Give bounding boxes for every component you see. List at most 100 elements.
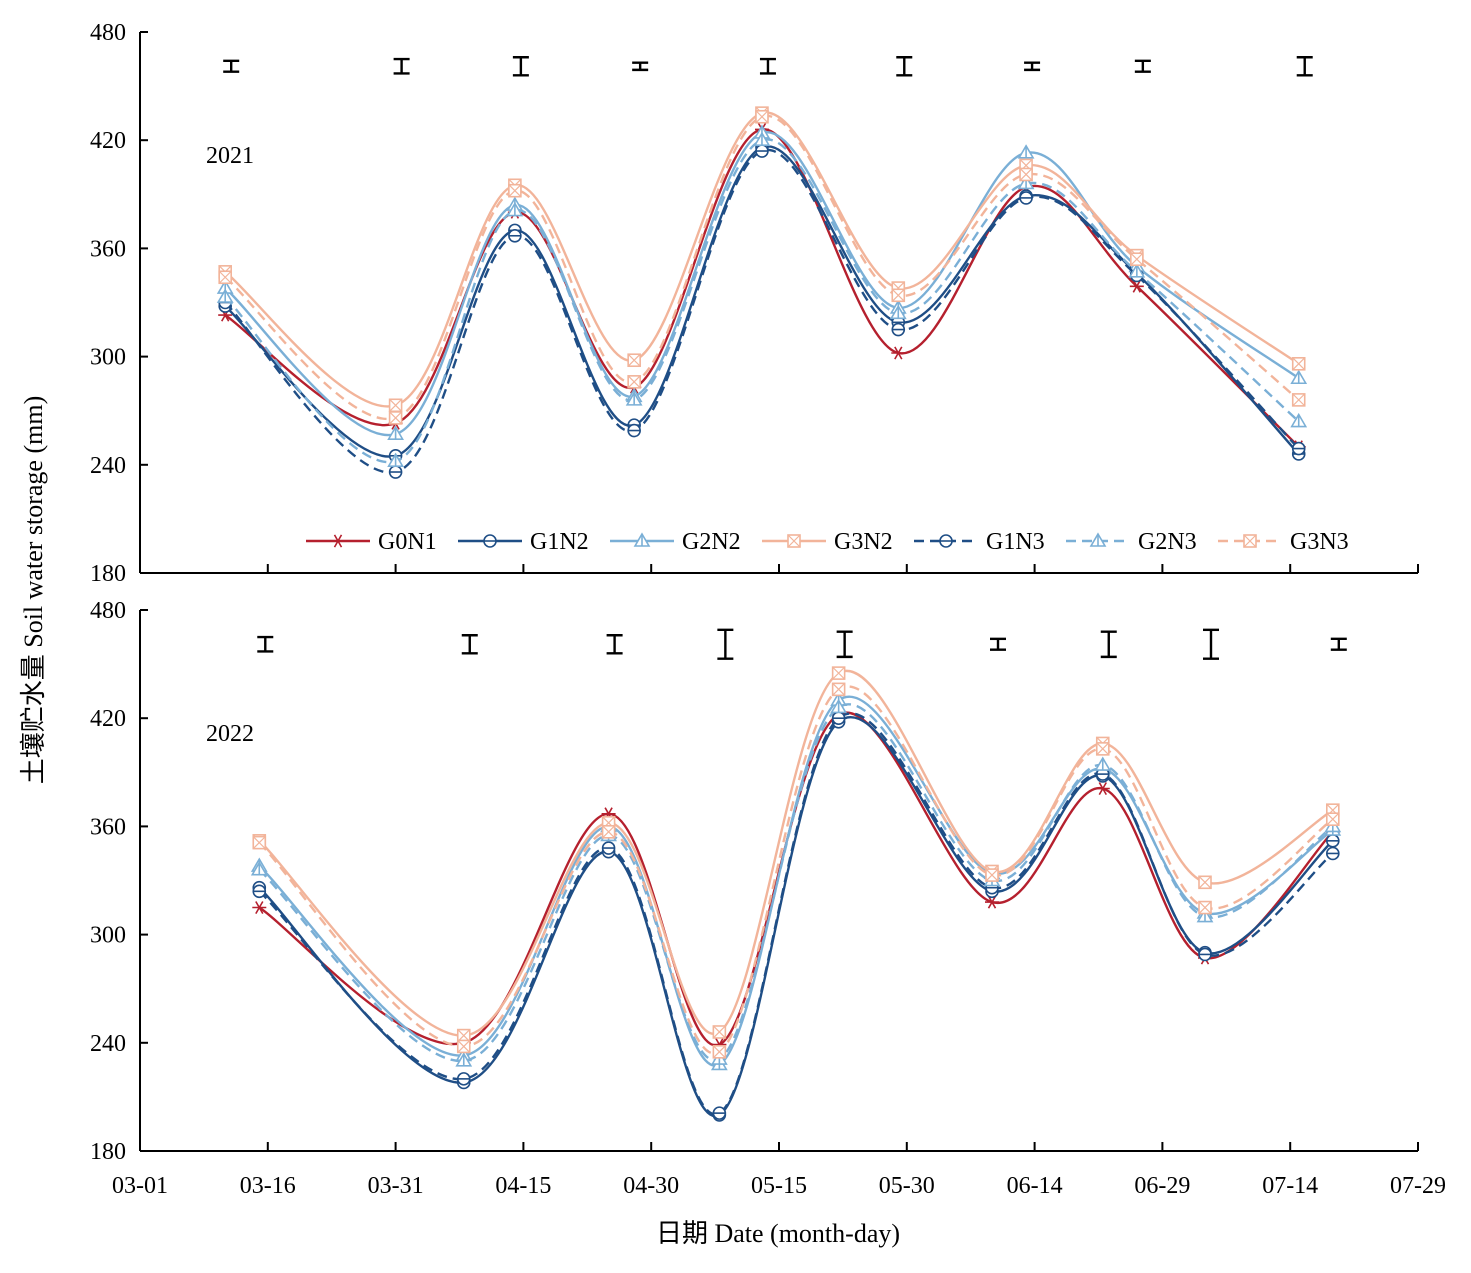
legend-item-g0n1: G0N1	[306, 529, 437, 555]
data-point	[627, 353, 641, 368]
data-point	[1291, 357, 1306, 371]
x-tick-label: 04-30	[623, 1173, 679, 1199]
series-line	[258, 703, 1334, 1063]
data-point	[506, 201, 524, 217]
legend-label: G1N2	[530, 529, 589, 555]
legend-marker	[1243, 534, 1257, 548]
panel-2022: 180 240 300 360 420 480 03-01 03-16 03-31 04-15 04…	[90, 598, 1446, 1199]
error-bar	[836, 630, 853, 659]
legend-label: G3N2	[834, 529, 893, 555]
x-tick-label: 05-30	[879, 1173, 935, 1199]
series-line	[224, 148, 1300, 474]
data-point	[388, 398, 403, 413]
series-line	[258, 716, 1334, 1118]
data-point	[831, 711, 846, 726]
y-tick-label: 180	[90, 1139, 126, 1165]
data-point	[1326, 834, 1340, 848]
data-point	[891, 346, 906, 360]
data-point	[601, 825, 616, 839]
data-point	[831, 666, 846, 680]
error-bar	[1296, 56, 1313, 77]
legend-marker	[939, 534, 953, 548]
error-bar	[223, 59, 240, 73]
data-point	[712, 1106, 727, 1120]
data-point	[627, 423, 641, 438]
legend-item-g1n2: G1N2	[458, 529, 589, 555]
legend-item-g1n3: G1N3	[914, 529, 1045, 555]
error-bar	[606, 634, 623, 655]
legend-item-g2n2: G2N2	[610, 529, 741, 555]
series-g3n3	[218, 109, 1306, 425]
series-line	[224, 145, 1300, 458]
series-line	[258, 695, 1334, 1067]
error-bar	[393, 57, 410, 75]
legend-label: G2N3	[1138, 529, 1197, 555]
data-point	[1198, 900, 1212, 915]
data-point	[456, 1072, 471, 1086]
data-point	[1019, 167, 1033, 182]
data-point	[1291, 393, 1306, 407]
data-point	[250, 861, 268, 876]
legend-marker	[331, 534, 345, 548]
data-point	[755, 144, 769, 158]
legend-item-g2n3: G2N3	[1066, 529, 1197, 555]
error-bar	[512, 56, 529, 77]
x-tick-label: 07-14	[1262, 1173, 1318, 1199]
x-tick-label: 05-15	[751, 1173, 807, 1199]
error-bar	[896, 56, 913, 77]
data-point	[216, 288, 234, 303]
x-tick-label: 06-29	[1134, 1173, 1190, 1199]
error-bar	[1100, 630, 1117, 659]
legend-marker	[787, 534, 801, 548]
y-tick-label: 300	[90, 345, 126, 371]
error-bar	[1330, 637, 1347, 651]
error-bar	[717, 628, 734, 660]
data-point	[712, 1025, 727, 1039]
data-point	[1094, 756, 1112, 771]
data-point	[985, 895, 999, 909]
series-g2n2	[216, 124, 1308, 440]
series-g1n3	[218, 144, 1306, 479]
data-point	[1290, 412, 1308, 428]
legend: G0N1 G1N2 G2N2 G3N2 G1N3 G2N3 G3N3	[306, 529, 1349, 555]
data-point	[831, 682, 846, 697]
error-bar	[1024, 61, 1041, 72]
legend-marker	[483, 534, 497, 548]
data-point	[1128, 263, 1146, 278]
x-axis-title: 日期 Date (month-day)	[656, 1219, 900, 1248]
error-bar	[632, 61, 649, 72]
series-g3n2	[252, 666, 1340, 1043]
data-point	[218, 308, 233, 322]
data-point	[755, 109, 769, 124]
y-axis-title: 土壤贮水量 Soil water storage (mm)	[19, 396, 48, 785]
data-point	[508, 228, 522, 243]
legend-label: G0N1	[378, 529, 437, 555]
y-tick-label: 300	[90, 923, 126, 949]
data-point	[889, 304, 907, 320]
data-point	[1291, 441, 1306, 456]
data-point	[891, 322, 906, 337]
y-tick-label: 360	[90, 236, 126, 262]
y-tick-label: 480	[90, 598, 126, 624]
error-bar	[461, 634, 478, 655]
data-point	[387, 452, 404, 467]
x-tick-label: 03-31	[368, 1173, 424, 1199]
error-bar	[759, 57, 776, 75]
error-bar	[257, 635, 274, 653]
series-g1n2	[218, 140, 1306, 463]
x-tick-label: 04-15	[495, 1173, 551, 1199]
legend-label: G2N2	[682, 529, 741, 555]
data-point	[508, 183, 522, 198]
data-point	[1129, 279, 1144, 293]
data-point	[712, 1045, 727, 1059]
legend-label: G1N3	[986, 529, 1045, 555]
data-point	[891, 288, 906, 303]
panel-year-label: 2021	[206, 143, 254, 169]
data-point	[1198, 947, 1212, 962]
data-point	[1198, 875, 1212, 890]
series-line	[224, 115, 1300, 421]
legend-item-g3n3: G3N3	[1218, 529, 1349, 555]
x-tick-label: 03-01	[112, 1173, 168, 1199]
y-tick-label: 240	[90, 1031, 126, 1057]
